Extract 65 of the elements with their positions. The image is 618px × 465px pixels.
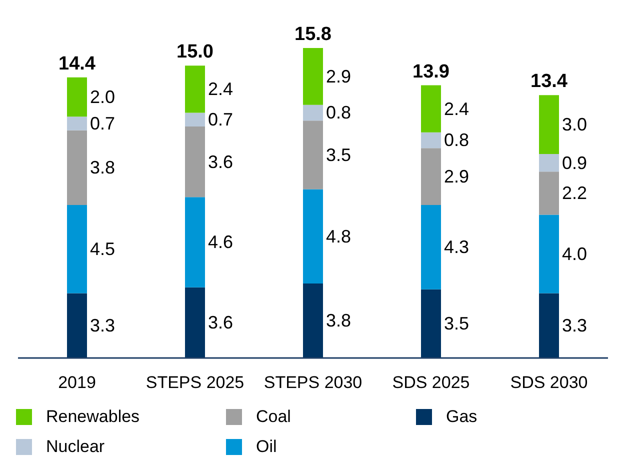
bar bbox=[303, 48, 323, 105]
bar bbox=[67, 130, 87, 205]
total-label: 15.8 bbox=[294, 24, 332, 45]
data-label: 4.8 bbox=[326, 226, 352, 246]
bar bbox=[421, 148, 441, 205]
data-label: 3.6 bbox=[208, 312, 234, 333]
data-label: 3.6 bbox=[208, 152, 234, 172]
data-label: 4.3 bbox=[444, 237, 470, 258]
data-label: 0.8 bbox=[326, 102, 352, 123]
bar bbox=[303, 104, 323, 121]
bar bbox=[539, 172, 559, 215]
total-label: 13.4 bbox=[530, 71, 568, 92]
bar bbox=[539, 293, 559, 358]
data-label: 2.2 bbox=[562, 183, 588, 204]
data-label: 2.9 bbox=[444, 166, 470, 187]
bar bbox=[303, 283, 323, 358]
data-label: 0.7 bbox=[90, 114, 116, 134]
bar bbox=[185, 287, 205, 358]
x-tick-label: STEPS 2025 bbox=[146, 373, 244, 392]
bar bbox=[185, 126, 205, 198]
bar bbox=[421, 289, 441, 358]
data-label: 3.8 bbox=[90, 158, 116, 178]
data-label: 2.4 bbox=[444, 98, 470, 119]
bar bbox=[303, 189, 323, 284]
data-label: 3.3 bbox=[562, 316, 588, 336]
bar bbox=[303, 120, 323, 190]
bar bbox=[67, 293, 87, 358]
legend-label: Renewables bbox=[45, 406, 141, 428]
bar bbox=[67, 204, 87, 294]
legend-label: Oil bbox=[255, 436, 278, 458]
total-label: 14.4 bbox=[58, 53, 96, 74]
bar bbox=[185, 66, 205, 113]
x-tick-label: 2019 bbox=[58, 373, 96, 392]
bar bbox=[67, 77, 87, 117]
x-tick-label: STEPS 2030 bbox=[264, 373, 362, 392]
legend-label: Coal bbox=[255, 406, 292, 428]
bar bbox=[185, 112, 205, 126]
bar bbox=[67, 116, 87, 130]
bar bbox=[539, 95, 559, 154]
data-label: 3.3 bbox=[90, 316, 116, 336]
data-label: 2.9 bbox=[326, 66, 352, 86]
legend-label: Nuclear bbox=[45, 436, 106, 458]
data-label: 2.0 bbox=[90, 87, 116, 108]
data-label: 4.6 bbox=[208, 232, 234, 252]
data-label: 3.5 bbox=[444, 314, 470, 334]
data-label: 3.8 bbox=[326, 310, 352, 331]
bar bbox=[539, 214, 559, 294]
data-label: 0.7 bbox=[208, 110, 234, 130]
total-label: 13.9 bbox=[412, 61, 450, 82]
bar bbox=[421, 132, 441, 148]
x-tick-label: SDS 2025 bbox=[392, 373, 470, 392]
bar bbox=[421, 85, 441, 132]
x-tick-label: SDS 2030 bbox=[510, 373, 588, 392]
data-label: 3.0 bbox=[562, 114, 588, 135]
total-label: 15.0 bbox=[176, 42, 214, 63]
data-label: 2.4 bbox=[208, 79, 234, 100]
bar bbox=[185, 197, 205, 288]
bar bbox=[421, 204, 441, 290]
data-label: 4.5 bbox=[90, 239, 116, 260]
data-label: 4.0 bbox=[562, 244, 588, 264]
legend-label: Gas bbox=[445, 406, 478, 428]
data-label: 3.5 bbox=[326, 144, 352, 165]
bar bbox=[539, 154, 559, 172]
data-label: 0.9 bbox=[562, 152, 588, 173]
data-label: 0.8 bbox=[444, 130, 470, 150]
